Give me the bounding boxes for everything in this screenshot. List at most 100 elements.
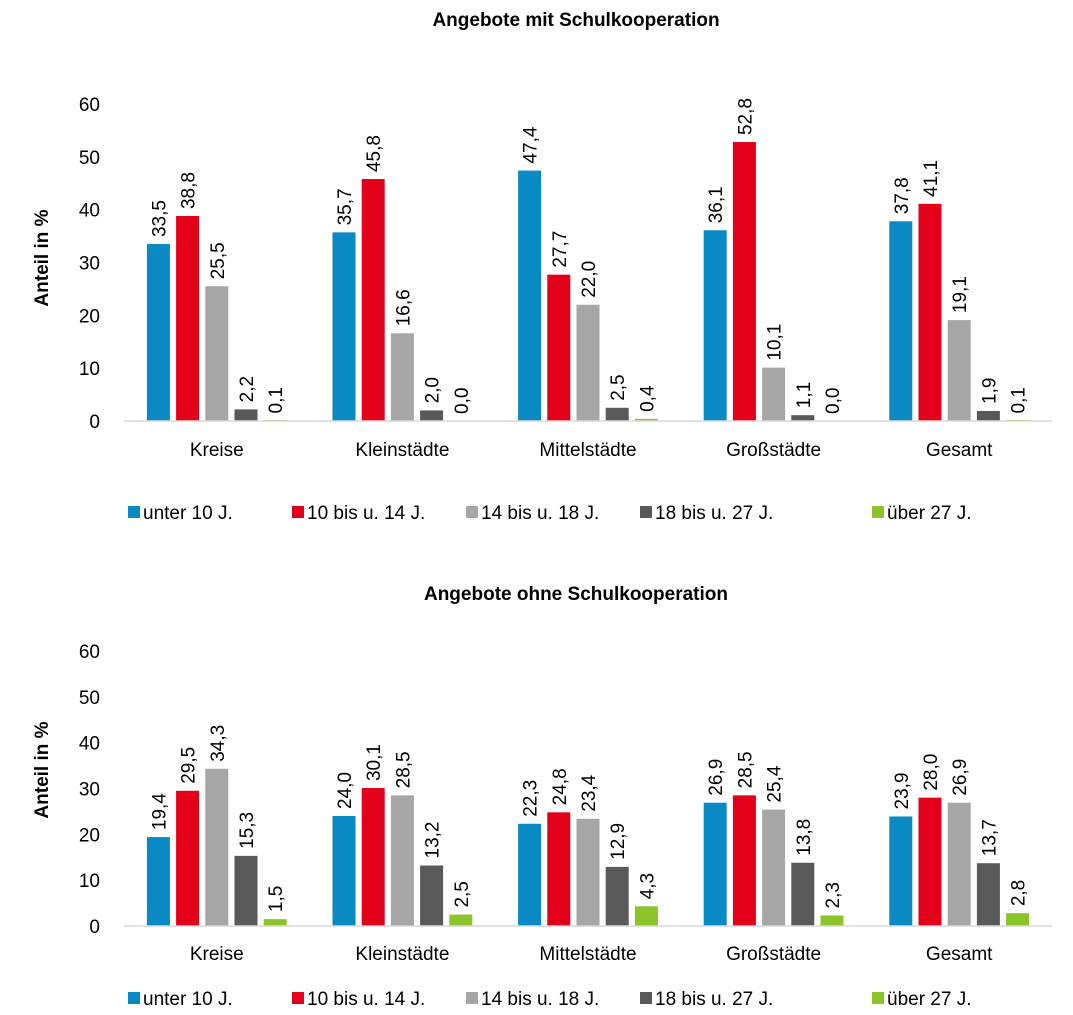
legend-label: 18 bis u. 27 J. <box>655 989 773 1010</box>
y-tick-label: 10 <box>79 871 100 892</box>
chart-2-category-labels: Kreise Kleinstädte Mittelstädte Großstädte G… <box>190 944 993 965</box>
y-tick-label: 40 <box>79 201 100 222</box>
data-label: 13,7 <box>979 819 1000 856</box>
data-label: 28,0 <box>921 754 942 791</box>
bar-unter-10-j-gesamt <box>889 816 913 926</box>
y-tick-label: 50 <box>79 148 100 169</box>
y-tick-label: 10 <box>79 359 100 380</box>
data-label: 38,8 <box>179 172 200 209</box>
bar-18-bis-u-27-j-mittelstaedte <box>605 866 629 926</box>
legend-item-ueber-27-j: über 27 J. <box>872 989 972 1010</box>
bar-14-bis-u-18-j-grossstaedte <box>762 367 786 421</box>
bar-ueber-27-j-grossstaedte <box>820 915 844 926</box>
bar-unter-10-j-mittelstaedte <box>518 170 542 421</box>
bar-ueber-27-j-mittelstaedte <box>634 906 658 926</box>
y-tick-label: 0 <box>89 412 100 433</box>
bar-10-bis-u-14-j-grossstaedte <box>732 795 756 926</box>
data-label: 24,0 <box>335 772 356 809</box>
bar-18-bis-u-27-j-kleinstaedte <box>420 865 444 926</box>
bar-18-bis-u-27-j-grossstaedte <box>791 862 815 926</box>
data-label: 0,1 <box>1009 387 1030 413</box>
category-label-grossstaedte: Großstädte <box>726 440 821 461</box>
data-label: 35,7 <box>335 188 356 225</box>
legend-item-10-bis-u-14-j: 10 bis u. 14 J. <box>292 503 425 524</box>
data-label: 22,0 <box>579 261 600 298</box>
bar-10-bis-u-14-j-grossstaedte <box>732 142 756 422</box>
category-label-kleinstaedte: Kleinstädte <box>355 944 449 965</box>
bar-10-bis-u-14-j-gesamt <box>918 203 942 421</box>
bar-18-bis-u-27-j-grossstaedte <box>791 415 815 421</box>
bar-14-bis-u-18-j-kleinstaedte <box>390 333 414 421</box>
data-label: 37,8 <box>892 177 913 214</box>
legend-swatch <box>128 992 140 1004</box>
bar-18-bis-u-27-j-mittelstaedte <box>605 407 629 421</box>
data-label: 25,4 <box>765 765 786 802</box>
data-label: 1,9 <box>979 378 1000 404</box>
legend-item-10-bis-u-14-j: 10 bis u. 14 J. <box>292 989 425 1010</box>
chart-1-bars <box>146 142 1030 422</box>
chart-2-title: Angebote ohne Schulkooperation <box>424 584 728 605</box>
legend-item-ueber-27-j: über 27 J. <box>872 503 972 524</box>
legend-label: 14 bis u. 18 J. <box>481 503 599 524</box>
category-label-kleinstaedte: Kleinstädte <box>355 440 449 461</box>
bar-unter-10-j-grossstaedte <box>703 802 727 926</box>
data-label: 2,8 <box>1009 880 1030 906</box>
y-tick-label: 30 <box>79 254 100 275</box>
bar-10-bis-u-14-j-gesamt <box>918 797 942 926</box>
category-label-gesamt: Gesamt <box>926 440 993 461</box>
bar-14-bis-u-18-j-kreise <box>205 768 229 926</box>
bar-ueber-27-j-kreise <box>263 919 287 926</box>
chart-1-data-labels: 33,5 38,8 25,5 2,2 0,1 35,7 45,8 16,6 2,0 0,0 47,4… <box>149 98 1029 414</box>
data-label: 1,1 <box>794 382 815 408</box>
category-label-kreise: Kreise <box>190 440 244 461</box>
y-tick-label: 60 <box>79 642 100 663</box>
data-label: 0,0 <box>823 388 844 414</box>
chart-2-bars <box>146 768 1030 926</box>
data-label: 41,1 <box>921 160 942 197</box>
legend-swatch <box>292 506 304 518</box>
legend-item-14-bis-u-18-j: 14 bis u. 18 J. <box>466 989 599 1010</box>
bar-10-bis-u-14-j-mittelstaedte <box>547 812 571 926</box>
data-label: 28,5 <box>393 751 414 788</box>
legend-label: 18 bis u. 27 J. <box>655 503 773 524</box>
legend-label: über 27 J. <box>887 503 972 524</box>
data-label: 23,4 <box>579 774 600 811</box>
y-tick-label: 20 <box>79 306 100 327</box>
data-label: 1,5 <box>266 886 287 912</box>
data-label: 10,1 <box>765 324 786 361</box>
bar-18-bis-u-27-j-kreise <box>234 409 258 421</box>
bar-ueber-27-j-gesamt <box>1006 913 1030 926</box>
bar-18-bis-u-27-j-gesamt <box>976 863 1000 926</box>
bar-unter-10-j-kreise <box>146 837 170 926</box>
bar-ueber-27-j-kleinstaedte <box>449 914 473 926</box>
chart-2-y-ticks: 0 10 20 30 40 50 60 <box>79 642 100 938</box>
legend-label: 14 bis u. 18 J. <box>481 989 599 1010</box>
legend-item-18-bis-u-27-j: 18 bis u. 27 J. <box>640 989 773 1010</box>
legend-swatch <box>128 506 140 518</box>
data-label: 28,5 <box>735 751 756 788</box>
legend-label: unter 10 J. <box>143 989 233 1010</box>
legend-item-unter-10-j: unter 10 J. <box>128 989 233 1010</box>
data-label: 24,8 <box>550 768 571 805</box>
y-tick-label: 30 <box>79 780 100 801</box>
data-label: 29,5 <box>179 747 200 784</box>
data-label: 33,5 <box>149 200 170 237</box>
legend-swatch <box>466 506 478 518</box>
bar-14-bis-u-18-j-kleinstaedte <box>390 795 414 926</box>
data-label: 19,4 <box>149 793 170 830</box>
data-label: 0,1 <box>266 387 287 413</box>
legend-item-18-bis-u-27-j: 18 bis u. 27 J. <box>640 503 773 524</box>
data-label: 15,3 <box>237 812 258 849</box>
data-label: 26,9 <box>706 759 727 796</box>
bar-14-bis-u-18-j-mittelstaedte <box>576 304 600 421</box>
data-label: 16,6 <box>393 289 414 326</box>
bar-unter-10-j-kleinstaedte <box>332 232 356 421</box>
data-label: 13,8 <box>794 819 815 856</box>
bar-unter-10-j-gesamt <box>889 221 913 421</box>
legend-label: über 27 J. <box>887 989 972 1010</box>
data-label: 23,9 <box>892 772 913 809</box>
data-label: 27,7 <box>550 231 571 268</box>
bar-14-bis-u-18-j-kreise <box>205 286 229 421</box>
data-label: 12,9 <box>608 823 629 860</box>
